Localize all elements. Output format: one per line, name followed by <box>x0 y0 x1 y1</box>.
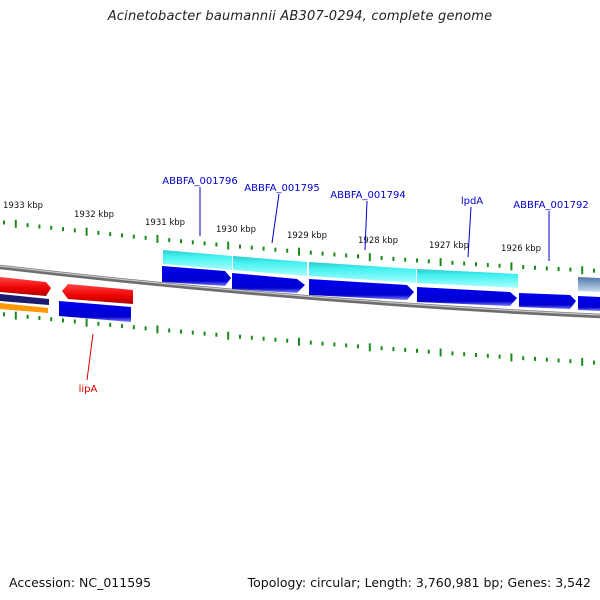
gene-label-ABBFA_001794[interactable]: ABBFA_001794 <box>330 190 405 201</box>
cds-lipA[interactable] <box>59 301 131 322</box>
forward-cds-track <box>162 266 600 311</box>
gene-label-lpdA[interactable]: lpdA <box>461 196 483 207</box>
outer-feature-track <box>163 250 518 288</box>
tick-label-1929: 1929 kbp <box>287 231 327 241</box>
cds-ABBFA_001794-outer[interactable] <box>309 262 416 283</box>
reverse-cds-track <box>0 277 133 322</box>
tick-label-1927: 1927 kbp <box>429 241 469 251</box>
cds-lpdA[interactable] <box>417 287 517 306</box>
tick-labels: 1933 kbp 1932 kbp 1931 kbp 1930 kbp 1929… <box>3 201 541 254</box>
tick-label-1933: 1933 kbp <box>3 201 43 211</box>
outer-tick-row <box>3 219 595 275</box>
cds-ABBFA_001795-outer[interactable] <box>233 256 307 276</box>
tick-label-1930: 1930 kbp <box>216 225 256 235</box>
cds-steel-partial[interactable] <box>578 277 600 292</box>
gene-label-ABBFA_001795[interactable]: ABBFA_001795 <box>244 183 319 194</box>
genome-backbone <box>0 264 600 319</box>
cds-ABBFA_001796-outer[interactable] <box>163 250 232 270</box>
cds-lpdA-outer[interactable] <box>417 269 518 288</box>
accession-label: Accession: NC_011595 <box>9 575 152 590</box>
genome-summary: Topology: circular; Length: 3,760,981 bp… <box>247 575 591 590</box>
cds-ABBFA_001792[interactable] <box>519 293 576 309</box>
gene-label-lipA[interactable]: lipA <box>79 384 98 395</box>
gene-labels: ABBFA_001796 ABBFA_001795 ABBFA_001794 l… <box>79 176 589 395</box>
cds-orange-partial[interactable] <box>0 303 48 313</box>
cds-ABBFA_001795[interactable] <box>232 273 305 293</box>
map-title: Acinetobacter baumannii AB307-0294, comp… <box>107 9 493 24</box>
tick-label-1926: 1926 kbp <box>501 244 541 254</box>
tick-label-1932: 1932 kbp <box>74 210 114 220</box>
gene-label-ABBFA_001796[interactable]: ABBFA_001796 <box>162 176 237 187</box>
cds-next-forward[interactable] <box>578 296 600 311</box>
cds-lipA-red[interactable] <box>62 284 133 304</box>
tick-label-1928: 1928 kbp <box>358 236 398 246</box>
cds-ABBFA_001796[interactable] <box>162 266 231 286</box>
tick-label-1931: 1931 kbp <box>145 218 185 228</box>
cds-navy-partial[interactable] <box>0 294 49 305</box>
leader-ABBFA_001795 <box>271 193 280 244</box>
leader-lipA <box>86 333 94 381</box>
inner-tick-row <box>3 311 595 366</box>
gene-label-ABBFA_001792[interactable]: ABBFA_001792 <box>513 200 588 211</box>
leader-lpdA <box>467 206 472 258</box>
cds-ABBFA_001794[interactable] <box>309 279 414 300</box>
gene-leaders <box>86 187 550 381</box>
cds-red-left-partial[interactable] <box>0 277 51 296</box>
leader-ABBFA_001794 <box>364 200 368 251</box>
genome-backbone-highlight <box>0 265 600 316</box>
